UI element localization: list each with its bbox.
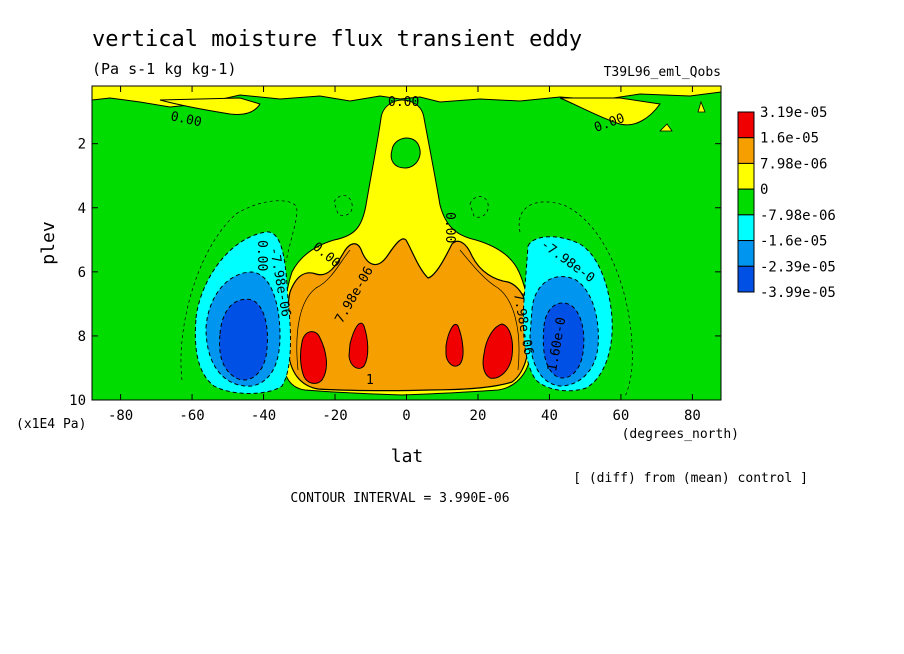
contour-fills [92, 86, 721, 400]
positive-contour-inner [296, 249, 351, 371]
x-axis-units: (degrees_north) [622, 427, 739, 442]
neutral-hole-top [390, 137, 421, 169]
chart-title: vertical moisture flux transient eddy [92, 27, 582, 52]
x-axis: -80 -60 -40 -20 0 20 40 60 80 [108, 86, 701, 424]
x-tick-label: 20 [470, 408, 487, 424]
negative-contour-left-outer [180, 200, 298, 381]
colorbar-swatch [737, 162, 755, 190]
positive-top-lobe-right [559, 97, 661, 126]
small-feature-top-right [659, 123, 673, 132]
contour-label: 0.00 [442, 212, 457, 243]
x-tick-label: 40 [541, 408, 558, 424]
contour-label: 0.00 [388, 95, 419, 110]
colorbar-label: -3.99e-05 [760, 285, 836, 301]
colorbar-swatch [737, 240, 755, 267]
contour-label: 0.00 [169, 109, 203, 130]
contour-label: 0.00 [254, 240, 269, 271]
colorbar-label: 3.19e-05 [760, 105, 827, 121]
colorbar-label: 7.98e-06 [760, 156, 827, 172]
positive-max-core-2 [348, 322, 369, 369]
y-tick-label: 2 [78, 137, 86, 153]
colorbar-label: 0 [760, 182, 768, 198]
colorbar-swatch [737, 214, 755, 242]
negative-contour-right-outer [518, 201, 633, 399]
positive-top-band [92, 86, 721, 108]
x-tick-label: -80 [108, 408, 133, 424]
colorbar-label: -2.39e-05 [760, 259, 836, 275]
y-axis: 2 4 6 8 10 [69, 137, 721, 409]
x-tick-label: 60 [613, 408, 630, 424]
x-tick-label: -20 [322, 408, 347, 424]
y-tick-label: 4 [78, 201, 86, 217]
x-tick-label: -60 [179, 408, 204, 424]
small-feature-top-right-2 [697, 100, 706, 113]
x-tick-label: -40 [251, 408, 276, 424]
x-tick-label: 0 [402, 408, 410, 424]
y-tick-label: 8 [78, 329, 86, 345]
contour-label: 1 [366, 373, 374, 388]
diff-note: [ (diff) from (mean) control ] [573, 471, 808, 486]
colorbar-label: -7.98e-06 [760, 208, 836, 224]
colorbar-swatch [737, 111, 755, 139]
chart-units-label: (Pa s-1 kg kg-1) [92, 60, 237, 78]
colorbar: 3.19e-05 1.6e-05 7.98e-06 0 -7.98e-06 -1.6e-0… [737, 105, 836, 301]
x-tick-label: 80 [684, 408, 701, 424]
negative-contour-small-left [333, 195, 353, 216]
positive-top-lobe-left [159, 97, 261, 115]
positive-contour-inner-2 [459, 249, 520, 371]
negative-cell-right-core [542, 302, 585, 379]
contour-interval: CONTOUR INTERVAL = 3.990E-06 [290, 491, 509, 506]
positive-max-core-1 [300, 331, 327, 384]
colorbar-label: 1.6e-05 [760, 131, 819, 147]
y-axis-label: plev [38, 221, 59, 264]
colorbar-swatch [737, 188, 755, 216]
colorbar-label: -1.6e-05 [760, 234, 827, 250]
y-tick-label: 6 [78, 265, 86, 281]
positive-orange-core [286, 238, 531, 392]
positive-max-core-4 [482, 323, 513, 379]
colorbar-swatch [737, 265, 755, 293]
negative-contour-small-right [469, 196, 489, 218]
y-tick-label: 10 [69, 393, 86, 409]
positive-max-core-3 [445, 324, 464, 367]
chart-run-label: T39L96_eml_Qobs [604, 65, 721, 80]
negative-cell-left-core [219, 298, 268, 381]
y-axis-units: (x1E4 Pa) [16, 417, 86, 432]
colorbar-swatch [737, 137, 755, 164]
x-axis-label: lat [391, 446, 424, 467]
